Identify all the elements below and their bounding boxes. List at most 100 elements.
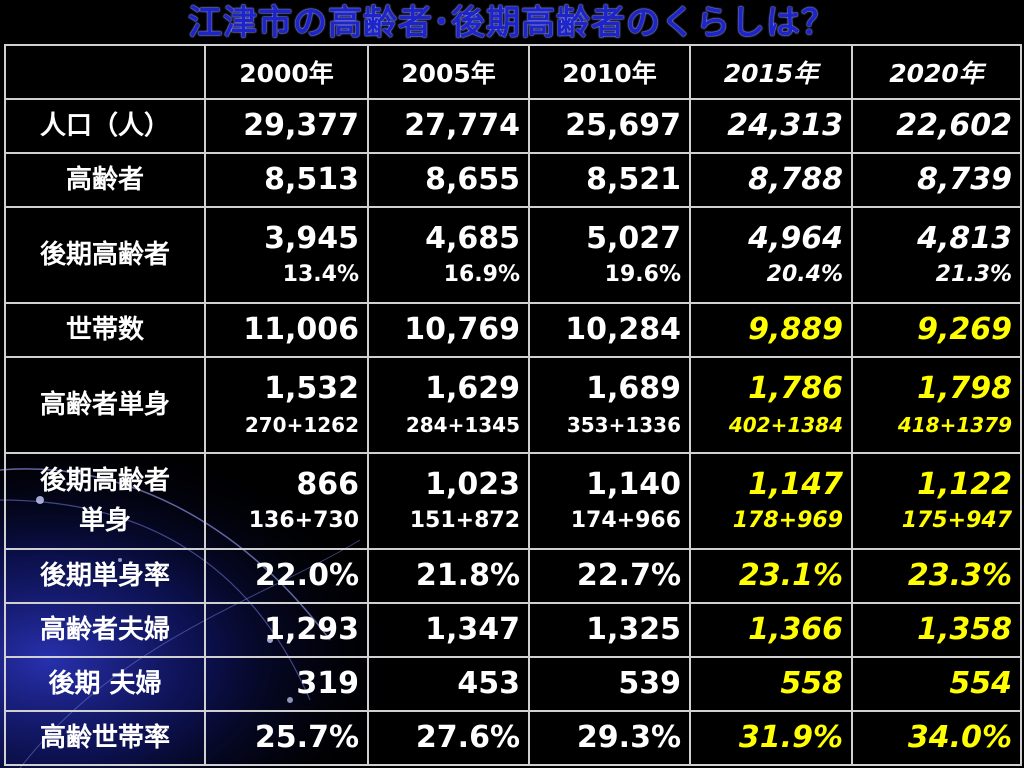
cell-sub-value: 16.9% xyxy=(443,262,520,287)
cell-value: 1,689 xyxy=(586,371,681,406)
table-row-elderly-single: 高齢者単身 1,532 270+1262 1,629 284+1345 1,689 353+… xyxy=(4,356,1022,454)
cell-value: 1,325 xyxy=(586,612,681,647)
cell-sub-value: 19.6% xyxy=(604,262,681,287)
cell-value: 1,786 xyxy=(748,371,843,406)
table-row-population: 人口（人） 29,377 27,774 25,697 24,313 22,602 xyxy=(4,98,1022,154)
cell-2020年: 1,798 418+1379 xyxy=(851,356,1022,454)
row-label: 後期 夫婦 xyxy=(4,656,206,712)
cell-2000年: 319 xyxy=(204,656,369,712)
cell-value: 1,347 xyxy=(425,612,520,647)
cell-2015年: 31.9% xyxy=(689,710,853,766)
row-label: 高齢者単身 xyxy=(4,356,206,454)
data-table: 2000年 2005年 2010年 2015年 2020年 人口（人） 29,37… xyxy=(4,44,1022,766)
row-label: 後期単身率 xyxy=(4,548,206,604)
cell-sub-value: 270+1262 xyxy=(244,413,359,437)
cell-2000年: 1,532 270+1262 xyxy=(204,356,369,454)
table-body: 2000年 2005年 2010年 2015年 2020年 人口（人） 29,37… xyxy=(4,44,1022,766)
cell-2010年: 1,689 353+1336 xyxy=(528,356,691,454)
cell-2010年: 8,521 xyxy=(528,152,691,208)
cell-value: 4,813 xyxy=(917,221,1012,256)
row-label-text: 高齢者 xyxy=(65,165,144,195)
cell-value: 21.8% xyxy=(415,558,520,593)
table-row-elderly: 高齢者 8,513 8,655 8,521 8,788 8,739 xyxy=(4,152,1022,208)
cell-value: 1,023 xyxy=(425,467,520,502)
row-label: 高齢世帯率 xyxy=(4,710,206,766)
cell-2005年: 453 xyxy=(367,656,530,712)
cell-2000年: 3,945 13.4% xyxy=(204,206,369,304)
row-label-text: 後期単身率 xyxy=(39,561,170,591)
cell-value: 22,602 xyxy=(896,108,1012,143)
cell-2015年: 23.1% xyxy=(689,548,853,604)
table-row-late-elderly: 後期高齢者 3,945 13.4% 4,685 16.9% 5,027 19.6% 4,964… xyxy=(4,206,1022,304)
cell-value: 29,377 xyxy=(243,108,359,143)
cell-2020年: 4,813 21.3% xyxy=(851,206,1022,304)
cell-value: 866 xyxy=(296,467,359,502)
row-label: 人口（人） xyxy=(4,98,206,154)
cell-value: 31.9% xyxy=(738,720,843,755)
cell-value: 25.7% xyxy=(254,720,359,755)
table-row-elderly-household-rate: 高齢世帯率 25.7% 27.6% 29.3% 31.9% 34.0% xyxy=(4,710,1022,766)
row-label-text: 世帯数 xyxy=(65,315,144,345)
cell-value: 1,532 xyxy=(264,371,359,406)
header-2020: 2020年 xyxy=(851,44,1022,100)
cell-2005年: 4,685 16.9% xyxy=(367,206,530,304)
cell-2010年: 539 xyxy=(528,656,691,712)
page-title: 江津市の高齢者･後期高齢者のくらしは？ xyxy=(188,3,836,43)
cell-2000年: 866 136+730 xyxy=(204,452,369,550)
cell-2015年: 1,786 402+1384 xyxy=(689,356,853,454)
row-label-text: 高齢世帯率 xyxy=(39,723,170,753)
cell-sub-value: 21.3% xyxy=(935,262,1012,287)
cell-2015年: 8,788 xyxy=(689,152,853,208)
table-row-late-single-rate: 後期単身率 22.0% 21.8% 22.7% 23.1% 23.3% xyxy=(4,548,1022,604)
cell-value: 554 xyxy=(949,666,1012,701)
table-row-late-elderly-single: 後期高齢者 単身 866 136+730 1,023 151+872 1,140 174+96… xyxy=(4,452,1022,550)
row-label: 高齢者夫婦 xyxy=(4,602,206,658)
cell-2005年: 21.8% xyxy=(367,548,530,604)
cell-sub-value: 178+969 xyxy=(732,508,843,533)
cell-value: 539 xyxy=(618,666,681,701)
cell-2015年: 1,147 178+969 xyxy=(689,452,853,550)
cell-2000年: 1,293 xyxy=(204,602,369,658)
cell-value: 29.3% xyxy=(576,720,681,755)
row-label-text: 単身 xyxy=(78,506,131,536)
cell-2005年: 8,655 xyxy=(367,152,530,208)
table-row-late-couple: 後期 夫婦 319 453 539 558 554 xyxy=(4,656,1022,712)
cell-value: 3,945 xyxy=(264,221,359,256)
cell-2005年: 27,774 xyxy=(367,98,530,154)
row-label: 後期高齢者 xyxy=(4,206,206,304)
cell-2015年: 4,964 20.4% xyxy=(689,206,853,304)
cell-2010年: 5,027 19.6% xyxy=(528,206,691,304)
cell-value: 27.6% xyxy=(415,720,520,755)
cell-value: 453 xyxy=(457,666,520,701)
cell-value: 22.7% xyxy=(576,558,681,593)
cell-value: 27,774 xyxy=(404,108,520,143)
cell-2010年: 10,284 xyxy=(528,302,691,358)
cell-value: 1,798 xyxy=(917,371,1012,406)
cell-value: 1,140 xyxy=(586,467,681,502)
cell-value: 8,655 xyxy=(425,162,520,197)
row-label: 後期高齢者 単身 xyxy=(4,452,206,550)
row-label: 世帯数 xyxy=(4,302,206,358)
cell-sub-value: 136+730 xyxy=(248,508,359,533)
cell-value: 9,889 xyxy=(748,312,843,347)
cell-2000年: 11,006 xyxy=(204,302,369,358)
cell-2005年: 27.6% xyxy=(367,710,530,766)
header-2010: 2010年 xyxy=(528,44,691,100)
cell-value: 4,964 xyxy=(748,221,843,256)
cell-value: 34.0% xyxy=(907,720,1012,755)
cell-value: 319 xyxy=(296,666,359,701)
row-label-text: 高齢者夫婦 xyxy=(39,615,170,645)
cell-value: 8,788 xyxy=(748,162,843,197)
cell-value: 1,629 xyxy=(425,371,520,406)
cell-2010年: 22.7% xyxy=(528,548,691,604)
cell-sub-value: 353+1336 xyxy=(566,413,681,437)
cell-2015年: 24,313 xyxy=(689,98,853,154)
cell-sub-value: 151+872 xyxy=(409,508,520,533)
cell-2020年: 23.3% xyxy=(851,548,1022,604)
row-label-text: 人口（人） xyxy=(39,111,170,141)
cell-value: 558 xyxy=(780,666,843,701)
cell-sub-value: 174+966 xyxy=(570,508,681,533)
cell-2005年: 1,629 284+1345 xyxy=(367,356,530,454)
cell-2005年: 1,023 151+872 xyxy=(367,452,530,550)
cell-sub-value: 284+1345 xyxy=(405,413,520,437)
